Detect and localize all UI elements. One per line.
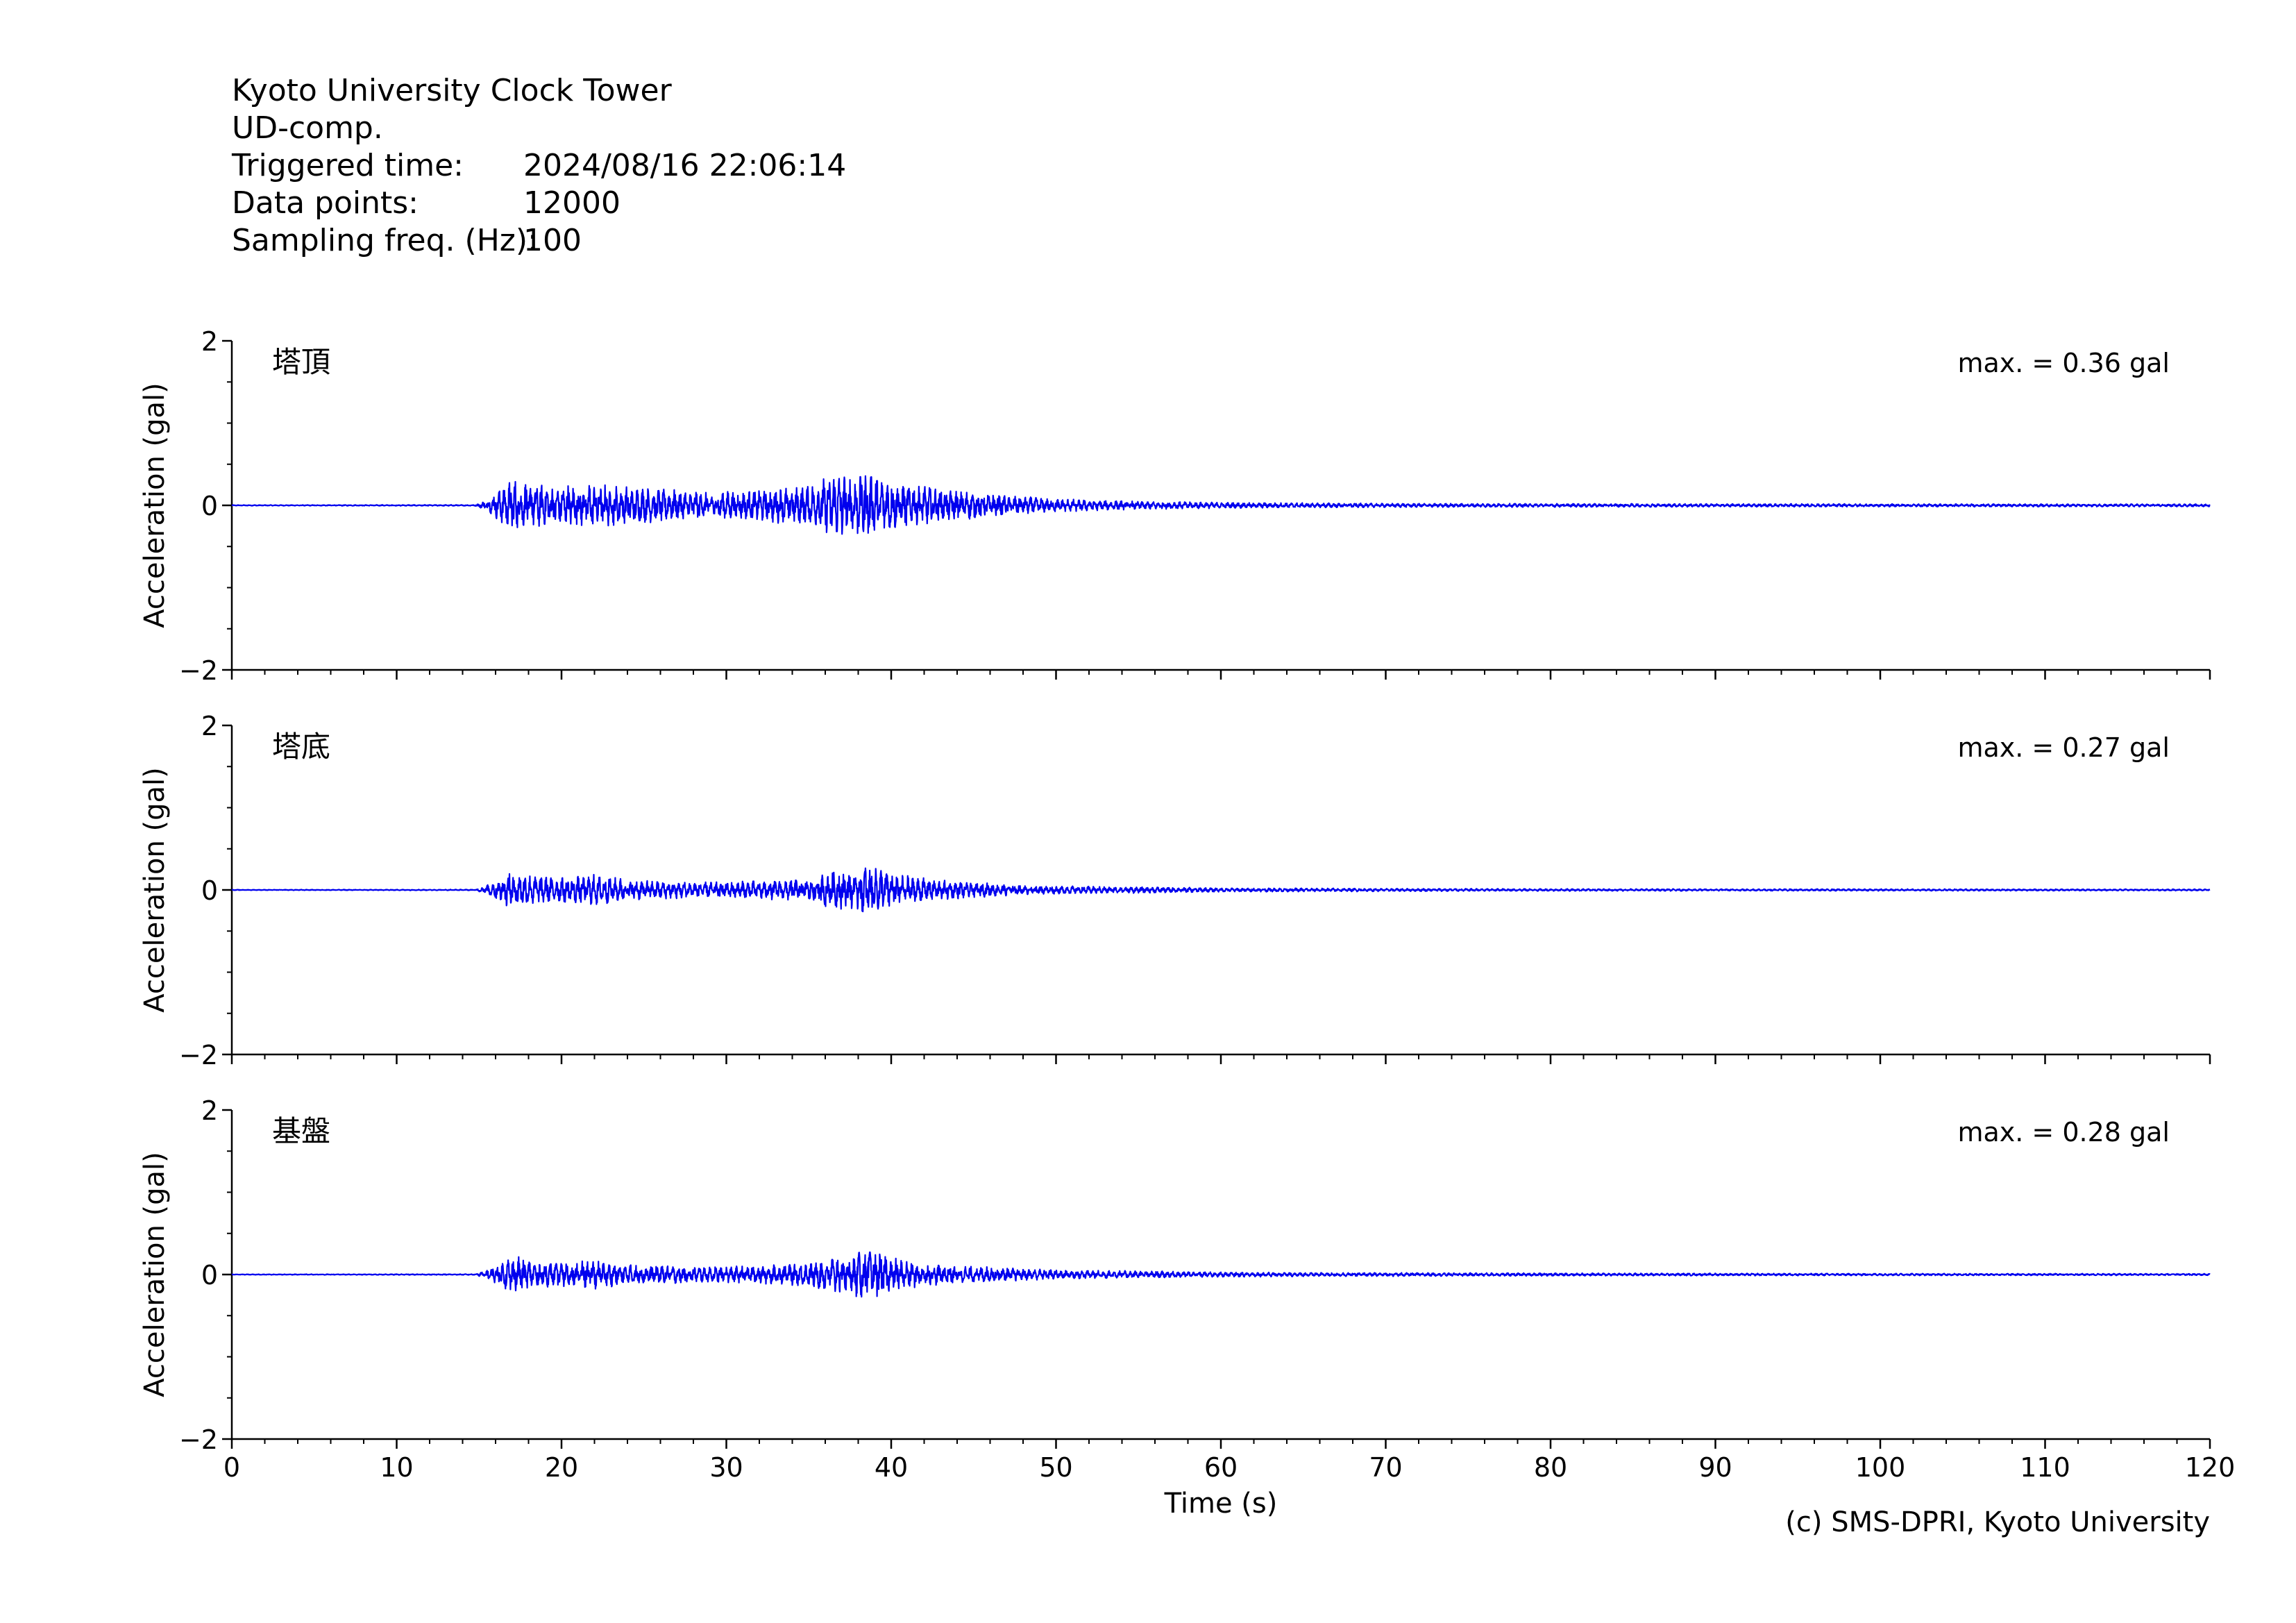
x-tick-label: 100 [1855,1452,1906,1483]
max-annotation: max. = 0.28 gal [1957,1117,2170,1147]
y-axis-label: Acceleration (gal) [139,1152,171,1397]
component-label: UD-comp. [232,110,383,146]
sampling-freq-value: 100 [523,223,582,258]
waveform-trace [231,867,2211,913]
panel-1: −2 0 2 Acceleration (gal) 塔頂 max. = 0.36 gal [139,326,2211,686]
y-tick-label: −2 [179,655,218,686]
triggered-time-value: 2024/08/16 22:06:14 [523,148,847,183]
x-tick-label: 80 [1534,1452,1567,1483]
y-axis-label: Acceleration (gal) [139,382,171,628]
site-name: Kyoto University Clock Tower [232,73,672,108]
x-tick-label: 110 [2020,1452,2070,1483]
record-header: Kyoto University Clock Tower UD-comp. Tr… [232,72,846,260]
x-tick-label: 50 [1039,1452,1072,1483]
panel-title: 塔底 [272,730,330,764]
x-tick-label: 10 [380,1452,413,1483]
x-tick-label: 120 [2185,1452,2236,1483]
x-tick-label: 0 [223,1452,240,1483]
x-tick-label: 40 [875,1452,908,1483]
x-tick-label: 60 [1204,1452,1238,1483]
y-tick-label: −2 [179,1424,218,1455]
x-tick-label: 20 [545,1452,578,1483]
max-annotation: max. = 0.27 gal [1957,732,2170,763]
y-tick-label: 2 [201,1095,218,1126]
y-tick-label: 2 [201,711,218,741]
y-tick-label: 0 [201,875,218,906]
x-tick-label: 30 [709,1452,743,1483]
x-axis-label: Time (s) [1164,1488,1278,1520]
data-points-value: 12000 [523,185,621,221]
y-tick-label: 0 [201,1260,218,1290]
data-points-label: Data points: [232,185,419,221]
waveform-trace [231,1251,2211,1298]
sampling-freq-row: Sampling freq. (Hz): 100 [232,222,672,260]
y-tick-label: 0 [201,491,218,521]
y-tick-label: 2 [201,326,218,357]
y-axis-label: Acceleration (gal) [139,767,171,1013]
sampling-freq-label: Sampling freq. (Hz): [232,223,538,258]
panel-title: 塔頂 [272,345,330,379]
x-tick-label: 90 [1698,1452,1732,1483]
copyright-notice: (c) SMS-DPRI, Kyoto University [1785,1506,2210,1538]
panel-2: −2 0 2 Acceleration (gal) 塔底 max. = 0.27 gal [139,711,2211,1070]
y-tick-label: −2 [179,1040,218,1070]
max-annotation: max. = 0.36 gal [1957,348,2170,378]
data-points-row: Data points: 12000 [232,185,672,222]
x-tick-label: 70 [1369,1452,1402,1483]
triggered-time-row: Triggered time: 2024/08/16 22:06:14 [232,147,846,185]
panel-title: 基盤 [272,1114,330,1148]
waveform-trace [231,475,2211,535]
triggered-time-label: Triggered time: [232,148,464,183]
